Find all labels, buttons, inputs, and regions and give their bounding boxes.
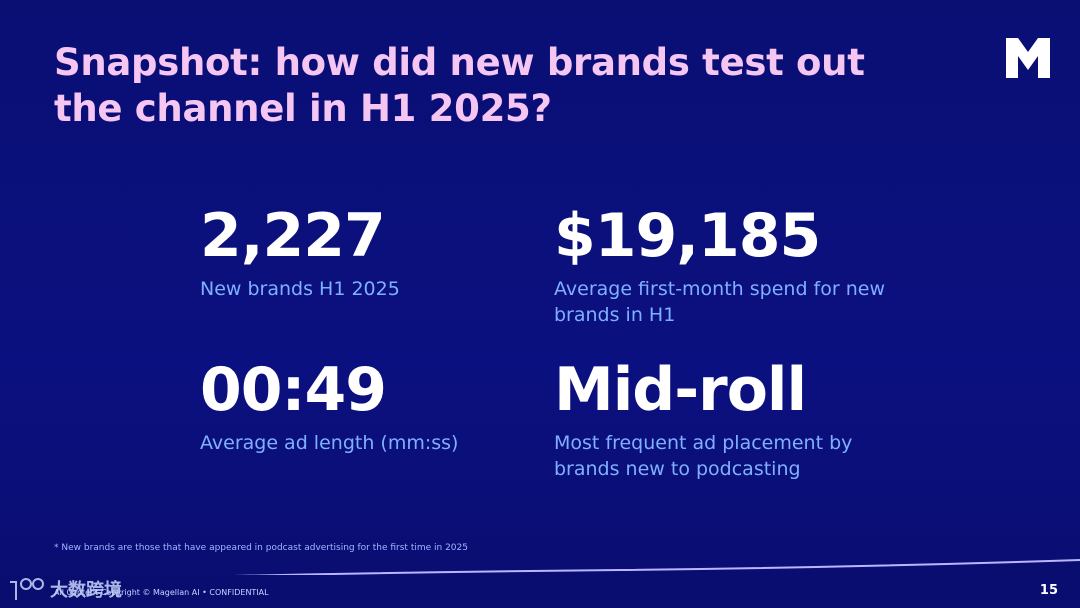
- stat-label: New brands H1 2025: [200, 278, 400, 300]
- watermark-logo-icon: [10, 578, 44, 600]
- slide-title: Snapshot: how did new brands test out th…: [54, 41, 865, 130]
- stat-new-brands: 2,227 New brands H1 2025: [200, 204, 520, 302]
- stat-value: Mid-roll: [554, 355, 807, 425]
- magellan-logo-icon: [1006, 38, 1050, 78]
- stat-first-month-spend: $19,185 Average first-month spend for ne…: [554, 204, 894, 328]
- stat-label: Most frequent ad placement by brands new…: [554, 432, 853, 480]
- stat-ad-length: 00:49 Average ad length (mm:ss): [200, 358, 520, 456]
- stat-ad-placement: Mid-roll Most frequent ad placement by b…: [554, 358, 894, 482]
- page-number: 15: [1039, 583, 1058, 598]
- stat-label: Average ad length (mm:ss): [200, 432, 459, 454]
- stat-value: 00:49: [200, 355, 387, 425]
- stat-label: Average first-month spend for new brands…: [554, 278, 885, 326]
- footnote: * New brands are those that have appeare…: [54, 543, 468, 553]
- stat-value: $19,185: [554, 201, 821, 271]
- stat-value: 2,227: [200, 201, 386, 271]
- copyright: All Content Copyright © Magellan AI • CO…: [54, 588, 269, 597]
- watermark-text: 大数跨境: [50, 580, 122, 601]
- footer-band: [0, 575, 1080, 608]
